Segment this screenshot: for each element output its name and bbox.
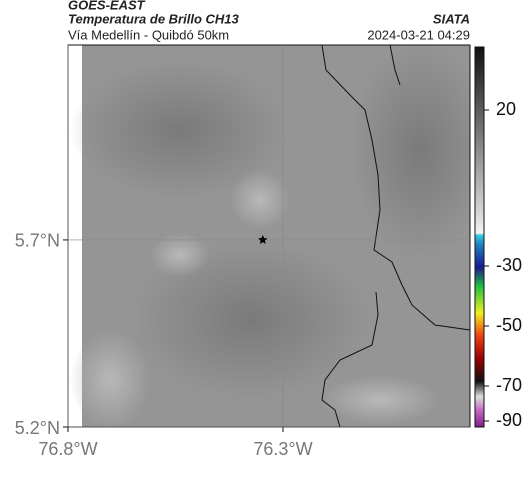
colorbar-label: -70 — [496, 375, 522, 395]
satellite-image — [68, 45, 470, 427]
colorbar-label: -50 — [496, 315, 522, 335]
product: Temperatura de Brillo CH13 — [68, 11, 240, 26]
x-tick-label: 76.3°W — [253, 439, 312, 459]
timestamp: 2024-03-21 04:29 — [367, 27, 470, 42]
satellite: GOES-EAST — [68, 0, 146, 12]
colorbar-label: -30 — [496, 255, 522, 275]
x-tick-label: 76.8°W — [38, 439, 97, 459]
colorbar-label: 20 — [496, 99, 516, 119]
source: SIATA — [433, 11, 470, 26]
location-marker — [258, 234, 268, 244]
y-tick-label: 5.7°N — [15, 231, 60, 251]
region: Vía Medellín - Quibdó 50km — [68, 27, 229, 42]
y-tick-label: 5.2°N — [15, 418, 60, 438]
colorbar — [474, 46, 485, 428]
colorbar-label: -90 — [496, 410, 522, 430]
